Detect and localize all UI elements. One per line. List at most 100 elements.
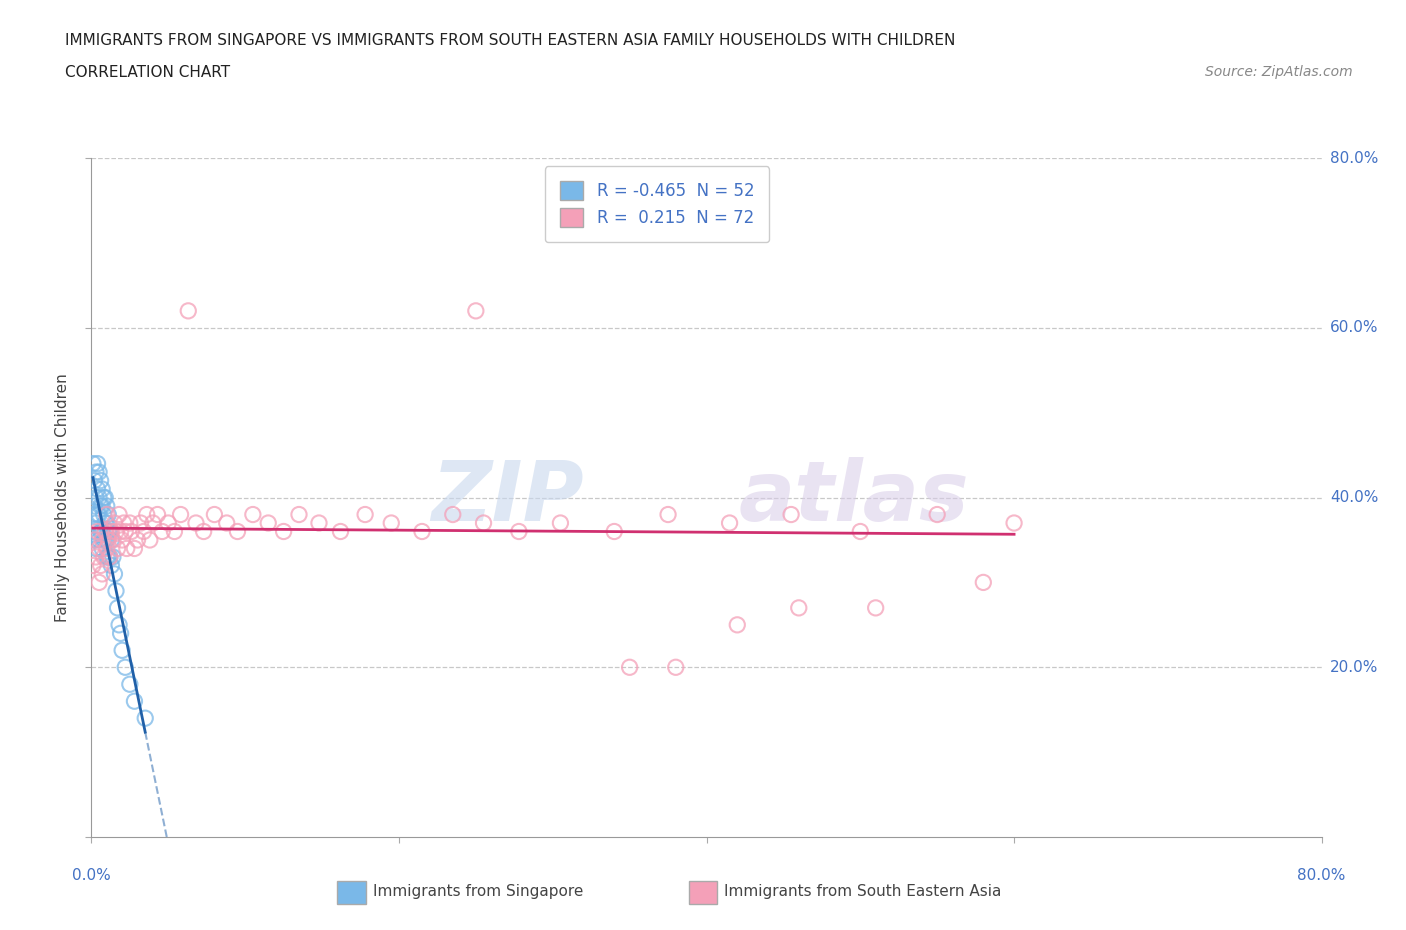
- Point: [97, 533, 120, 548]
- Point: [718, 515, 741, 530]
- Point: [127, 533, 149, 548]
- Point: [100, 525, 122, 539]
- Point: [242, 507, 264, 522]
- Bar: [689, 881, 717, 904]
- Point: [91, 482, 114, 497]
- Point: [464, 303, 486, 318]
- Point: [91, 498, 114, 513]
- Point: [86, 525, 108, 539]
- Point: [97, 507, 120, 522]
- Legend: R = -0.465  N = 52, R =  0.215  N = 72: R = -0.465 N = 52, R = 0.215 N = 72: [546, 166, 769, 242]
- Point: [184, 515, 207, 530]
- Point: [84, 465, 107, 480]
- Point: [441, 507, 464, 522]
- Point: [100, 558, 122, 573]
- Point: [508, 525, 530, 539]
- Point: [97, 550, 120, 565]
- Point: [105, 583, 127, 598]
- Point: [619, 660, 641, 675]
- Point: [82, 507, 104, 522]
- Point: [411, 525, 433, 539]
- Point: [108, 618, 131, 632]
- Point: [83, 473, 105, 488]
- Text: atlas: atlas: [738, 457, 970, 538]
- Text: IMMIGRANTS FROM SINGAPORE VS IMMIGRANTS FROM SOUTH EASTERN ASIA FAMILY HOUSEHOLD: IMMIGRANTS FROM SINGAPORE VS IMMIGRANTS …: [65, 33, 955, 47]
- Point: [90, 473, 112, 488]
- Point: [657, 507, 679, 522]
- Point: [84, 550, 107, 565]
- Point: [87, 465, 110, 480]
- Point: [87, 541, 110, 556]
- Point: [105, 525, 127, 539]
- Text: ZIP: ZIP: [430, 457, 583, 538]
- Point: [87, 507, 110, 522]
- Point: [329, 525, 352, 539]
- Point: [193, 525, 215, 539]
- Point: [215, 515, 238, 530]
- Point: [780, 507, 803, 522]
- Point: [94, 490, 117, 505]
- Point: [169, 507, 191, 522]
- Point: [90, 558, 112, 573]
- Point: [91, 525, 114, 539]
- Point: [114, 660, 136, 675]
- Point: [257, 515, 280, 530]
- Point: [82, 525, 104, 539]
- Point: [91, 533, 114, 548]
- Point: [86, 482, 108, 497]
- Point: [100, 533, 122, 548]
- Point: [308, 515, 330, 530]
- Point: [120, 525, 142, 539]
- Point: [273, 525, 295, 539]
- Point: [94, 533, 117, 548]
- Point: [96, 498, 118, 513]
- Point: [83, 498, 105, 513]
- Point: [98, 550, 121, 565]
- Text: Immigrants from Singapore: Immigrants from Singapore: [373, 884, 583, 899]
- Point: [135, 507, 157, 522]
- Point: [82, 457, 104, 472]
- Point: [665, 660, 688, 675]
- Point: [94, 515, 117, 530]
- Point: [110, 626, 132, 641]
- Point: [87, 490, 110, 505]
- Point: [98, 550, 121, 565]
- Point: [91, 541, 114, 556]
- Point: [603, 525, 626, 539]
- Point: [115, 541, 138, 556]
- Point: [142, 515, 165, 530]
- Point: [107, 601, 129, 616]
- Point: [84, 515, 107, 530]
- Point: [139, 533, 162, 548]
- Point: [82, 558, 104, 573]
- Text: 20.0%: 20.0%: [1330, 659, 1378, 675]
- Y-axis label: Family Households with Children: Family Households with Children: [55, 373, 70, 622]
- Point: [93, 490, 115, 505]
- Point: [96, 533, 118, 548]
- Point: [787, 601, 810, 616]
- Point: [927, 507, 949, 522]
- Text: 60.0%: 60.0%: [1330, 320, 1378, 336]
- Text: Immigrants from South Eastern Asia: Immigrants from South Eastern Asia: [724, 884, 1001, 899]
- Point: [226, 525, 249, 539]
- Point: [90, 525, 112, 539]
- Point: [96, 507, 118, 522]
- Point: [107, 541, 129, 556]
- Point: [103, 566, 125, 581]
- Point: [111, 533, 134, 548]
- Point: [849, 525, 872, 539]
- Point: [665, 219, 688, 233]
- Point: [380, 515, 402, 530]
- Point: [98, 525, 121, 539]
- Point: [93, 533, 115, 548]
- Point: [112, 515, 135, 530]
- Point: [94, 525, 117, 539]
- Point: [101, 533, 124, 548]
- Point: [472, 515, 495, 530]
- Point: [132, 525, 155, 539]
- Point: [129, 515, 152, 530]
- Point: [86, 507, 108, 522]
- Point: [972, 575, 994, 590]
- Point: [124, 541, 146, 556]
- Point: [96, 541, 118, 556]
